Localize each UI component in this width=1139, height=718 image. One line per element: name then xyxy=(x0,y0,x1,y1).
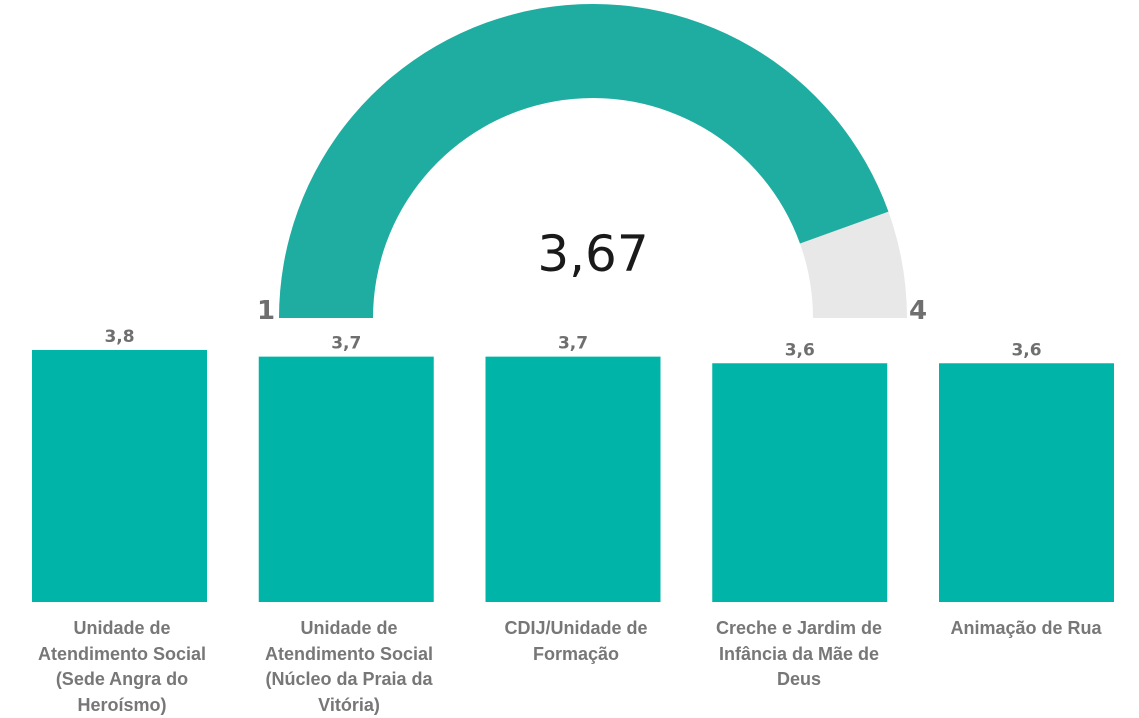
bar xyxy=(258,356,434,602)
category-label: Unidade de Atendimento Social (Sede Angr… xyxy=(37,618,207,715)
bar-value-label: 3,8 xyxy=(104,327,134,347)
bar-value-label: 3,6 xyxy=(1011,340,1041,360)
bar-value-label: 3,7 xyxy=(558,334,588,354)
bar xyxy=(939,363,1114,602)
bar-value-label: 3,7 xyxy=(331,334,361,354)
gauge-value-label: 3,67 xyxy=(537,225,648,283)
bar-value-label: 3,6 xyxy=(785,340,815,360)
gauge-fill xyxy=(279,3,889,318)
bar xyxy=(485,356,661,602)
category-label: Creche e Jardim de Infância da Mãe de De… xyxy=(715,618,883,689)
gauge-min-label: 1 xyxy=(257,296,275,326)
bar xyxy=(32,350,207,602)
category-label: Unidade de Atendimento Social (Núcleo da… xyxy=(264,618,434,715)
gauge-chart: 1 4 3,67 xyxy=(257,3,927,326)
bar xyxy=(712,363,888,602)
category-label: CDIJ/Unidade de Formação xyxy=(504,618,648,664)
gauge-max-label: 4 xyxy=(909,296,927,326)
category-label: Animação de Rua xyxy=(950,618,1102,638)
